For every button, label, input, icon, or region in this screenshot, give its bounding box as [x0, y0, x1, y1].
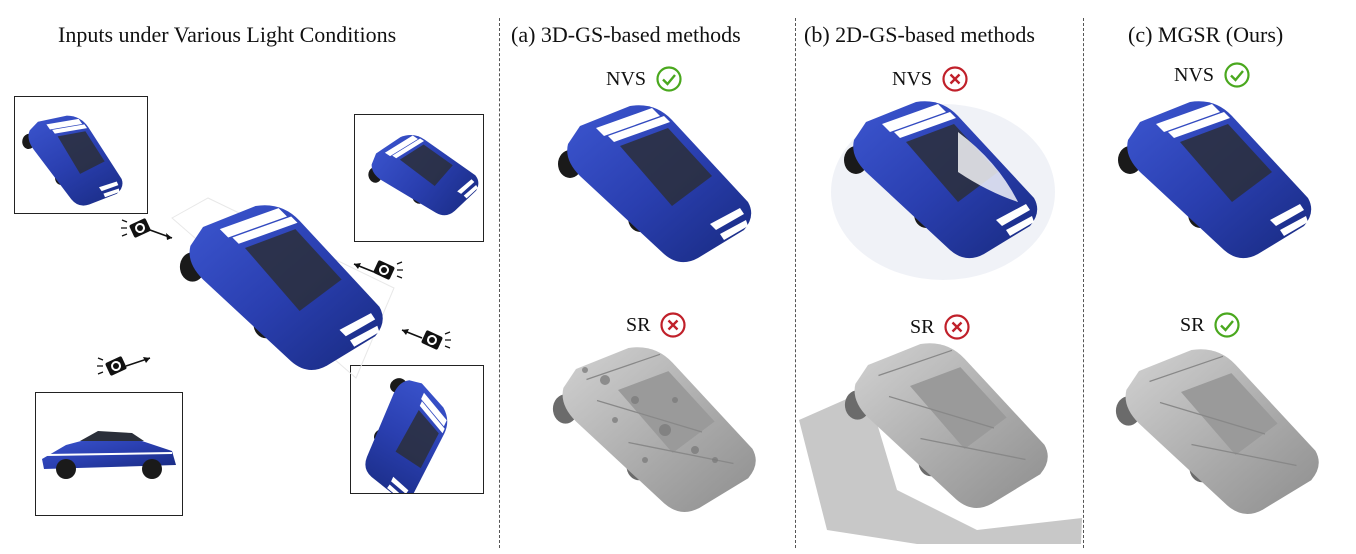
panel-a-sr-render — [552, 346, 757, 513]
panel-c-nvs-label: NVS — [1174, 62, 1250, 88]
nvs-text: NVS — [892, 67, 933, 90]
sr-text: SR — [1180, 313, 1205, 336]
panel-c-sr-render — [1115, 348, 1320, 515]
camera-icon — [401, 329, 452, 351]
camera-icon — [96, 355, 151, 377]
cross-circle-icon — [942, 66, 968, 92]
panel-a-nvs-render — [558, 105, 752, 263]
cross-circle-icon — [944, 314, 971, 340]
blue-car-side-image — [42, 431, 176, 479]
sr-text: SR — [910, 315, 935, 338]
panel-b-sr-label: SR — [910, 314, 971, 340]
panel-c-sr-label: SR — [1180, 312, 1241, 338]
panel-b-nvs-label: NVS — [892, 66, 968, 92]
blue-car-image — [15, 108, 133, 212]
check-circle-icon — [1224, 62, 1250, 88]
check-circle-icon — [1214, 312, 1241, 338]
camera-icon — [353, 259, 404, 281]
cross-circle-icon — [660, 312, 687, 338]
nvs-text: NVS — [606, 67, 647, 90]
input-thumbnail-top-left — [14, 96, 148, 214]
panel-c-title: (c) MGSR (Ours) — [1128, 22, 1284, 47]
divider-3 — [1083, 18, 1084, 548]
input-thumbnail-bottom-right — [350, 365, 484, 494]
camera-icon — [120, 217, 173, 240]
nvs-text: NVS — [1174, 63, 1215, 86]
panel-a-title: (a) 3D-GS-based methods — [511, 22, 741, 47]
input-thumbnail-bottom-left — [35, 392, 183, 516]
check-circle-icon — [656, 66, 682, 92]
sr-text: SR — [626, 313, 651, 336]
panel-b-title: (b) 2D-GS-based methods — [804, 22, 1035, 47]
panel-b-sr-render — [799, 342, 1082, 544]
panel-c-nvs-render — [1118, 101, 1312, 259]
central-blue-car — [171, 197, 395, 379]
divider-2 — [795, 18, 796, 548]
panel-b-nvs-render — [831, 101, 1055, 280]
panel-a-sr-label: SR — [626, 312, 687, 338]
panel-a-nvs-label: NVS — [606, 66, 682, 92]
input-thumbnail-top-right — [354, 114, 484, 242]
divider-1 — [499, 18, 500, 548]
inputs-panel-title: Inputs under Various Light Conditions — [58, 22, 397, 47]
